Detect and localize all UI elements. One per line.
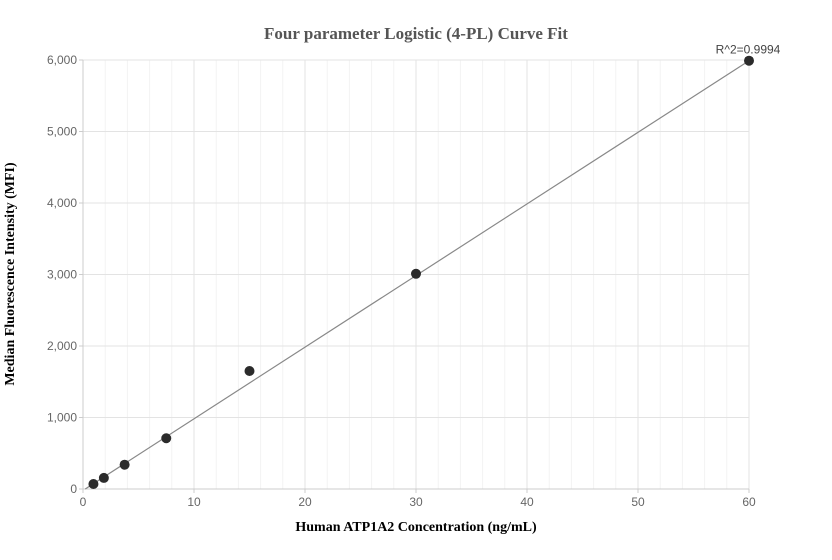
x-tick-label: 60 [742, 495, 756, 509]
data-point [744, 55, 754, 66]
x-tick-label: 50 [631, 495, 645, 509]
y-tick-label: 3,000 [47, 268, 77, 282]
data-point [119, 459, 130, 470]
chart-title: Four parameter Logistic (4-PL) Curve Fit [264, 24, 568, 43]
x-tick-label: 20 [298, 495, 312, 509]
y-tick-label: 4,000 [47, 196, 77, 210]
y-tick-label: 6,000 [47, 53, 77, 67]
data-point [98, 472, 109, 483]
data-point [411, 268, 421, 279]
y-axis-ticks: 0 1,000 2,000 3,000 4,000 5,000 6,000 [47, 53, 83, 496]
y-axis-title: Median Fluorescence Intensity (MFI) [3, 162, 18, 386]
x-axis-ticks: 0 10 20 30 40 50 60 [80, 489, 756, 509]
x-tick-label: 30 [409, 495, 423, 509]
x-tick-label: 40 [520, 495, 534, 509]
y-tick-label: 2,000 [47, 339, 77, 353]
x-tick-label: 10 [187, 495, 201, 509]
data-point [88, 478, 99, 489]
x-axis-title: Human ATP1A2 Concentration (ng/mL) [295, 520, 537, 535]
y-tick-label: 0 [70, 482, 77, 496]
series-group [84, 55, 754, 490]
x-tick-label: 0 [80, 495, 87, 509]
r-squared-annotation: R^2=0.9994 [716, 43, 781, 57]
y-tick-label: 5,000 [47, 125, 77, 139]
data-point [161, 433, 172, 444]
y-tick-label: 1,000 [47, 411, 77, 425]
data-point [244, 366, 255, 377]
grid [83, 59, 750, 489]
